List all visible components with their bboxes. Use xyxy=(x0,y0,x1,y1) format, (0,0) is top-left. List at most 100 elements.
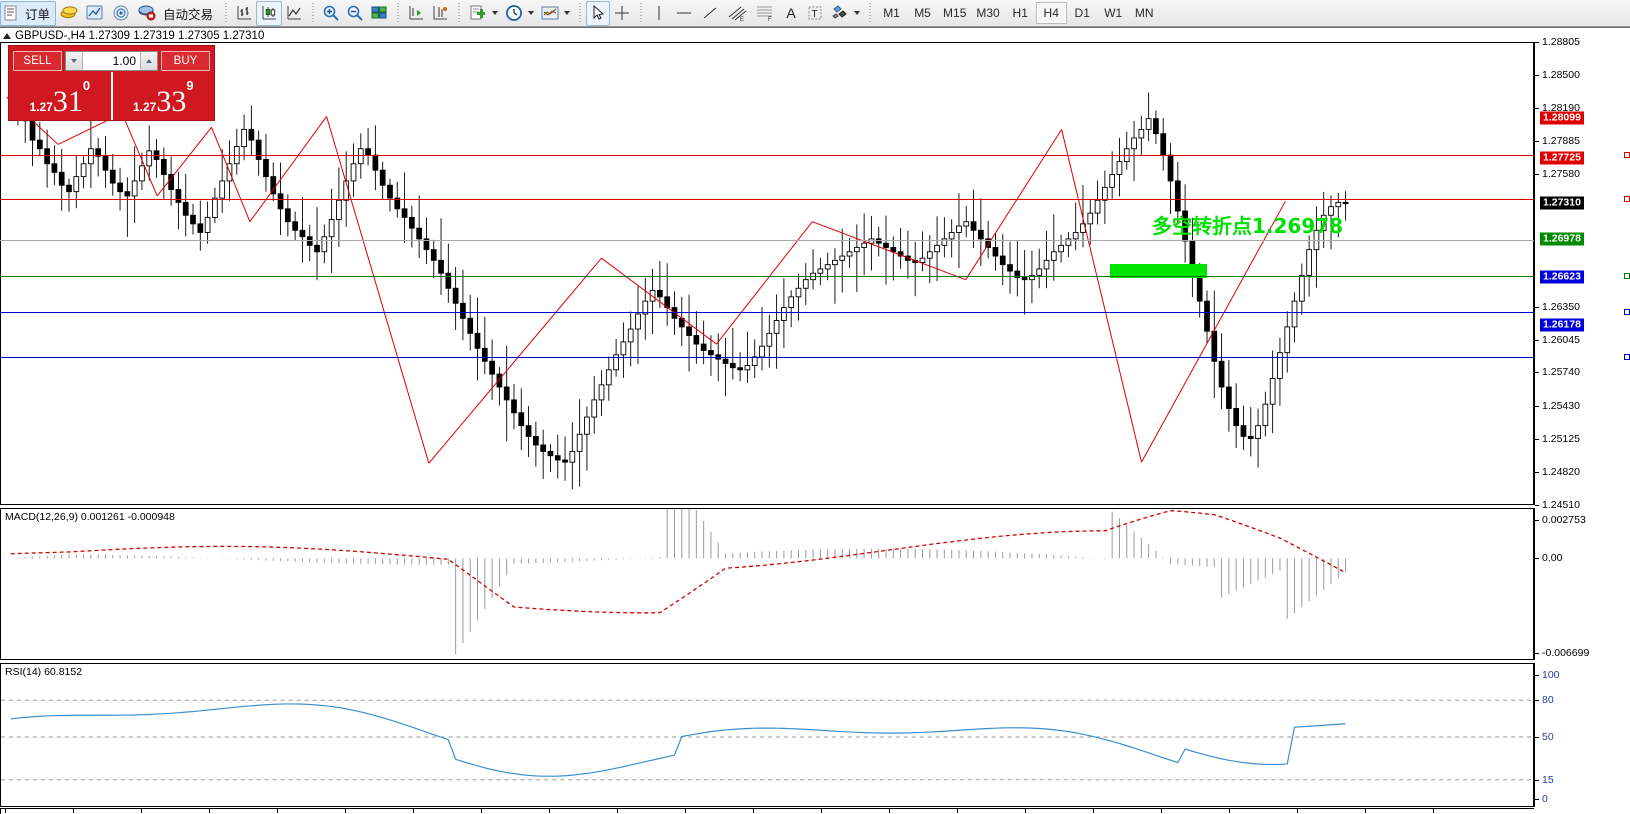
orders-button[interactable]: 订单 xyxy=(0,0,57,26)
rsi-tick-label: 50 xyxy=(1542,731,1554,743)
price-scale[interactable]: 1.28805 1.28500 1.28190 1.27885 1.27580 1.263… xyxy=(1534,36,1630,511)
macd-pane[interactable]: MACD(12,26,9) 0.001261 -0.000948 xyxy=(0,508,1534,660)
rsi-tick-label: 0 xyxy=(1542,793,1548,805)
price-tick-label: 1.25125 xyxy=(1542,432,1580,445)
trendline-tool[interactable] xyxy=(697,1,723,26)
line-handle-1[interactable] xyxy=(1624,152,1630,158)
price-tick-label: 1.28805 xyxy=(1542,36,1580,48)
highlight-zone xyxy=(1110,264,1207,278)
volume-stepper[interactable]: 1.00 xyxy=(65,50,158,71)
price-badge-resistance[interactable]: 1.27725 xyxy=(1540,151,1584,165)
line-handle-2[interactable] xyxy=(1624,196,1630,202)
timeframe-m30[interactable]: M30 xyxy=(976,6,1000,20)
cursor-icon xyxy=(593,4,605,20)
equidistant-channel-tool[interactable]: E xyxy=(723,1,751,26)
price-badge-support[interactable]: 1.26978 xyxy=(1540,232,1584,246)
price-tick xyxy=(1535,74,1539,76)
resistance-line-2[interactable] xyxy=(0,199,1534,200)
buy-button[interactable]: BUY xyxy=(161,50,210,71)
chevron-down-icon-3[interactable] xyxy=(564,11,571,15)
support-line[interactable] xyxy=(0,276,1534,277)
line-handle-4[interactable] xyxy=(1624,309,1630,315)
price-badge-level[interactable]: 1.26623 xyxy=(1540,270,1584,284)
rsi-scale[interactable]: 100 80 50 15 0 xyxy=(1534,663,1630,807)
period-button[interactable] xyxy=(501,1,537,26)
bar-chart-button[interactable] xyxy=(232,1,256,26)
price-tick-label: 1.24820 xyxy=(1542,465,1580,478)
time-tick xyxy=(209,809,210,813)
vertical-line-tool[interactable] xyxy=(647,1,671,26)
time-tick xyxy=(1161,809,1162,813)
text-tool[interactable]: A xyxy=(779,1,803,26)
resistance-line-1[interactable] xyxy=(0,155,1534,156)
line-handle-5[interactable] xyxy=(1624,354,1630,360)
templates-button[interactable] xyxy=(537,1,573,26)
time-tick xyxy=(141,809,142,813)
timeframe-m15[interactable]: M15 xyxy=(943,6,967,20)
time-tick xyxy=(277,809,278,813)
cursor-tool[interactable] xyxy=(586,0,611,26)
signals-button[interactable] xyxy=(108,1,134,26)
timeframe-m1[interactable]: M1 xyxy=(883,6,900,20)
chevron-down-icon-4[interactable] xyxy=(854,11,861,15)
rsi-pane[interactable]: RSI(14) 60.8152 xyxy=(0,663,1534,807)
volume-decrease-button[interactable] xyxy=(66,51,83,70)
level-line-1[interactable] xyxy=(0,312,1534,313)
sell-price[interactable]: 1.27 31 0 xyxy=(9,72,111,120)
line-chart-button[interactable] xyxy=(282,1,306,26)
volume-increase-button[interactable] xyxy=(140,51,157,70)
chevron-down-icon[interactable] xyxy=(492,11,499,15)
time-tick xyxy=(1297,809,1298,813)
candlestick-button[interactable] xyxy=(256,0,283,26)
sell-button[interactable]: SELL xyxy=(13,50,62,71)
timeframe-h4[interactable]: H4 xyxy=(1035,2,1067,24)
rsi-tick xyxy=(1535,799,1539,800)
rsi-tick xyxy=(1535,675,1539,676)
text-label-tool[interactable]: T xyxy=(803,1,827,26)
macd-tick xyxy=(1535,558,1539,559)
time-axis[interactable]: 23 Nov 201826 Nov 20:0028 Nov 04:0029 No… xyxy=(0,808,1534,814)
macd-tick-label: 0.00 xyxy=(1542,552,1563,564)
zoom-out-button[interactable] xyxy=(343,1,367,26)
horizontal-line-tool[interactable] xyxy=(671,1,697,26)
level-line-2[interactable] xyxy=(0,357,1534,358)
line-handle-3[interactable] xyxy=(1624,273,1630,279)
timeframe-w1[interactable]: W1 xyxy=(1104,6,1123,20)
timeframe-d1[interactable]: D1 xyxy=(1074,6,1090,20)
objects-tool[interactable] xyxy=(827,1,863,26)
clock-icon xyxy=(506,5,522,21)
time-tick xyxy=(957,809,958,813)
chart-title-bar: GBPUSD-,H4 1.27309 1.27319 1.27305 1.273… xyxy=(3,30,264,42)
timeframe-h1[interactable]: H1 xyxy=(1012,6,1028,20)
price-tick xyxy=(1535,42,1539,43)
autotrading-button[interactable]: 自动交易 xyxy=(134,1,219,26)
time-tick xyxy=(549,809,550,813)
price-tick-label: 1.25430 xyxy=(1542,399,1580,412)
chart-autoscroll-button[interactable] xyxy=(428,1,452,26)
price-badge-resistance[interactable]: 1.28099 xyxy=(1540,111,1584,125)
crosshair-tool[interactable] xyxy=(610,1,634,26)
rsi-tick-label: 15 xyxy=(1542,774,1554,787)
trendline-icon xyxy=(703,7,717,19)
add-indicator-button[interactable] xyxy=(465,1,501,26)
timeframe-mn[interactable]: MN xyxy=(1134,6,1154,20)
buy-price-main: 33 xyxy=(156,85,187,118)
toolbar-separator-7 xyxy=(866,2,874,24)
new-order-button[interactable] xyxy=(56,1,82,26)
chevron-down-icon-2[interactable] xyxy=(528,11,535,15)
one-click-trading-panel[interactable]: SELL 1.00 BUY 1.27 31 0 1.27 33 9 xyxy=(8,45,215,121)
time-tick xyxy=(1365,809,1366,813)
order-icon xyxy=(4,5,17,21)
data-window-button[interactable] xyxy=(82,1,108,26)
buy-price[interactable]: 1.27 33 9 xyxy=(110,72,215,120)
timeframe-m5[interactable]: M5 xyxy=(914,6,931,20)
tile-windows-button[interactable] xyxy=(367,1,391,26)
price-badge-level[interactable]: 1.26178 xyxy=(1540,318,1584,332)
chart-shift-button[interactable] xyxy=(404,1,428,26)
volume-value[interactable]: 1.00 xyxy=(112,53,136,68)
price-badge-last-price[interactable]: 1.27310 xyxy=(1540,196,1584,210)
zoom-in-button[interactable] xyxy=(319,1,343,26)
fibonacci-tool[interactable]: F xyxy=(751,1,779,26)
macd-scale[interactable]: 0.002753 0.00 -0.006699 xyxy=(1534,508,1630,660)
price-pane[interactable] xyxy=(0,42,1534,505)
